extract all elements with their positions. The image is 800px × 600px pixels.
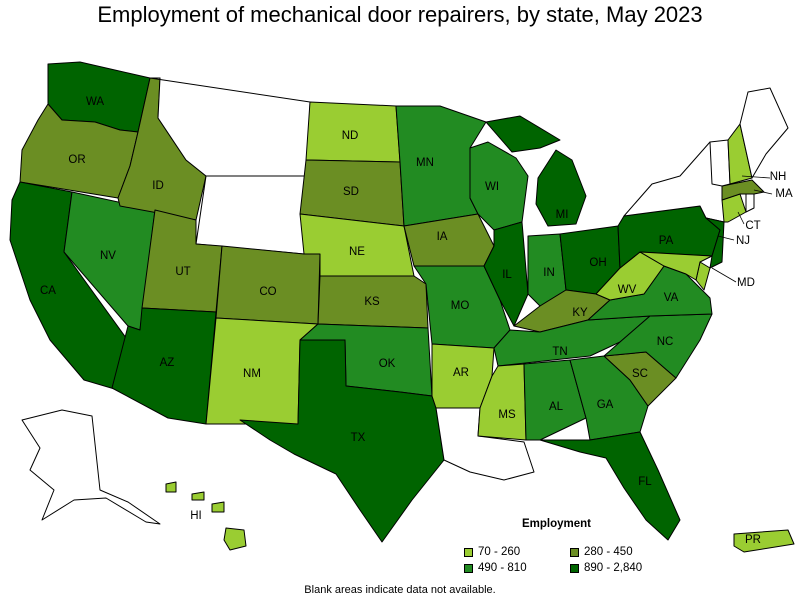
state-ks — [317, 275, 429, 329]
state-label-ms: MS — [498, 409, 516, 421]
state-ak — [21, 409, 161, 525]
state-label-wi: WI — [485, 181, 499, 193]
map-title: Employment of mechanical door repairers,… — [97, 2, 703, 27]
state-label-ut: UT — [175, 266, 190, 278]
state-tx — [239, 339, 445, 543]
state-label-ks: KS — [364, 296, 380, 308]
legend-item: 490 - 810 — [464, 562, 527, 574]
state-label-nj: NJ — [736, 235, 750, 247]
state-label-mi: MI — [556, 209, 569, 221]
state-label-id: ID — [152, 180, 164, 192]
legend-label: 280 - 450 — [584, 546, 633, 558]
state-label-in: IN — [543, 267, 555, 279]
state-label-ar: AR — [453, 367, 469, 379]
state-label-ga: GA — [597, 399, 614, 411]
state-label-sc: SC — [632, 368, 648, 380]
state-label-ma: MA — [775, 188, 793, 200]
state-ri — [745, 193, 755, 213]
state-label-nv: NV — [100, 250, 116, 262]
state-fl — [539, 431, 681, 541]
state-mi — [485, 115, 587, 227]
state-label-pr: PR — [745, 534, 761, 546]
legend-label: 70 - 260 — [478, 546, 521, 558]
state-label-tx: TX — [351, 432, 366, 444]
legend-label: 490 - 810 — [478, 562, 527, 574]
state-label-wa: WA — [86, 96, 104, 108]
state-label-nh: NH — [770, 171, 787, 183]
state-label-nm: NM — [243, 368, 261, 380]
footnote: Blank areas indicate data not available. — [304, 584, 496, 596]
state-label-va: VA — [664, 292, 679, 304]
state-label-ct: CT — [745, 220, 760, 232]
state-label-ia: IA — [437, 231, 448, 243]
state-label-mn: MN — [416, 157, 434, 169]
state-me — [739, 87, 789, 179]
state-label-az: AZ — [160, 357, 175, 369]
state-label-pa: PA — [659, 235, 674, 247]
state-label-nd: ND — [342, 130, 359, 142]
legend-title: Employment — [522, 518, 592, 530]
legend-item: 280 - 450 — [570, 546, 633, 558]
state-label-sd: SD — [343, 186, 359, 198]
legend-swatch — [464, 547, 473, 557]
state-label-ca: CA — [40, 285, 56, 297]
state-label-il: IL — [502, 269, 512, 281]
state-co — [215, 245, 321, 325]
state-wy — [195, 175, 309, 255]
legend-swatch — [464, 563, 473, 573]
legend-swatch — [570, 547, 579, 557]
state-il — [483, 221, 529, 327]
state-pr — [733, 529, 795, 553]
state-label-md: MD — [737, 277, 755, 289]
state-label-oh: OH — [589, 257, 606, 269]
state-hi — [165, 481, 247, 551]
state-label-al: AL — [549, 401, 564, 413]
state-label-co: CO — [259, 286, 276, 298]
state-label-ok: OK — [379, 358, 396, 370]
legend-item: 70 - 260 — [464, 546, 520, 558]
legend-swatch — [570, 563, 579, 573]
state-md — [639, 251, 713, 281]
state-label-ne: NE — [349, 246, 365, 258]
state-label-ky: KY — [572, 307, 588, 319]
state-ma — [721, 179, 765, 201]
state-label-tn: TN — [552, 346, 567, 358]
state-label-fl: FL — [638, 476, 652, 488]
legend-label: 890 - 2,840 — [584, 562, 643, 574]
legend-item: 890 - 2,840 — [570, 562, 642, 574]
state-label-hi: HI — [190, 510, 202, 522]
state-label-wv: WV — [618, 284, 637, 296]
state-al — [523, 359, 587, 441]
state-label-nc: NC — [657, 336, 674, 348]
state-vt — [709, 139, 731, 187]
state-label-or: OR — [68, 154, 85, 166]
state-label-mo: MO — [451, 300, 470, 312]
